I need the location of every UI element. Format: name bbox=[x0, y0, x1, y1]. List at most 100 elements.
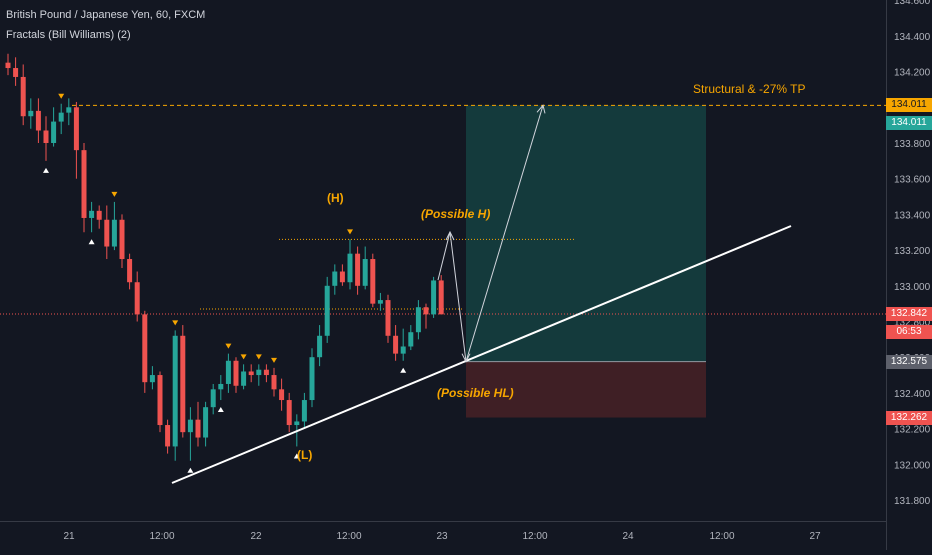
price-tick-label: 132.400 bbox=[894, 389, 931, 400]
price-tag: 134.011 bbox=[886, 116, 932, 131]
time-tick-label: 24 bbox=[622, 531, 634, 542]
candle-body bbox=[20, 76, 26, 117]
symbol-title: British Pound / Japanese Yen, 60, FXCM bbox=[6, 9, 206, 21]
candle-body bbox=[180, 335, 186, 433]
candle-body bbox=[5, 62, 11, 69]
price-tag: 134.011 bbox=[886, 98, 932, 113]
candle-body bbox=[28, 110, 34, 117]
candle-body bbox=[393, 335, 399, 354]
candle-body bbox=[104, 219, 110, 247]
candle-body bbox=[172, 335, 178, 447]
possible-hl-label: (Possible HL) bbox=[437, 386, 514, 400]
candle-body bbox=[157, 375, 163, 426]
candle-body bbox=[256, 369, 262, 376]
candle-body bbox=[301, 400, 307, 422]
price-tick-label: 133.000 bbox=[894, 282, 931, 293]
fractal-up-marker bbox=[255, 354, 262, 360]
candle-body bbox=[187, 419, 193, 433]
fractal-up-marker bbox=[271, 357, 277, 363]
candle-body bbox=[51, 121, 57, 143]
candle-body bbox=[385, 300, 391, 336]
target-zone bbox=[466, 105, 706, 362]
candle-body bbox=[370, 259, 376, 304]
price-tick-label: 133.200 bbox=[894, 246, 931, 257]
candle-body bbox=[134, 282, 140, 315]
time-tick-label: 21 bbox=[63, 531, 75, 542]
candle-body bbox=[431, 280, 437, 315]
fractal-up-marker bbox=[111, 191, 118, 197]
price-tag: 06:53 bbox=[886, 324, 932, 339]
candle-body bbox=[35, 110, 41, 131]
fractal-down-marker bbox=[217, 407, 224, 413]
fractal-up-marker bbox=[58, 93, 65, 99]
candle-body bbox=[438, 280, 444, 315]
time-tick-label: 12:00 bbox=[336, 531, 361, 542]
candle-body bbox=[233, 360, 239, 386]
candle-body bbox=[203, 407, 209, 438]
price-tag: 132.575 bbox=[886, 354, 932, 369]
time-tick-label: 22 bbox=[250, 531, 262, 542]
candle-body bbox=[149, 375, 155, 383]
candle-body bbox=[332, 271, 338, 286]
candle-body bbox=[195, 419, 201, 438]
candle-body bbox=[13, 68, 19, 77]
time-tick-label: 27 bbox=[809, 531, 821, 542]
price-tick-label: 133.800 bbox=[894, 139, 931, 150]
indicator-title: Fractals (Bill Williams) (2) bbox=[6, 29, 131, 41]
candle-body bbox=[248, 371, 254, 376]
price-tick-label: 134.200 bbox=[894, 68, 931, 79]
candle-body bbox=[400, 346, 406, 354]
price-tag: 132.262 bbox=[886, 410, 932, 425]
candle-body bbox=[279, 389, 285, 401]
candle-body bbox=[408, 332, 414, 347]
candle-body bbox=[339, 271, 345, 283]
candle-body bbox=[81, 150, 87, 218]
fractal-down-marker bbox=[187, 467, 194, 473]
candle-body bbox=[165, 425, 171, 447]
candle-body bbox=[294, 421, 300, 426]
candle-body bbox=[210, 389, 216, 408]
candle-body bbox=[355, 253, 361, 286]
trend-line bbox=[171, 225, 792, 484]
candle-body bbox=[362, 259, 368, 286]
candle-body bbox=[218, 383, 224, 390]
fractal-down-marker bbox=[400, 367, 407, 373]
fractal-up-marker bbox=[225, 343, 232, 349]
candle-body bbox=[66, 107, 72, 113]
price-tick-label: 132.200 bbox=[894, 425, 931, 436]
candle-body bbox=[324, 285, 330, 336]
candle-body bbox=[241, 371, 247, 386]
possible-h-label: (Possible H) bbox=[421, 207, 490, 221]
fractal-down-marker bbox=[88, 239, 95, 245]
candle-body bbox=[111, 219, 117, 247]
candle-body bbox=[271, 375, 277, 390]
candle-body bbox=[43, 130, 49, 143]
stop-zone bbox=[466, 361, 706, 418]
fractal-down-marker bbox=[43, 167, 49, 173]
candle-body bbox=[263, 369, 269, 376]
time-tick-label: 23 bbox=[436, 531, 448, 542]
fractal-up-marker bbox=[172, 320, 179, 326]
candle-body bbox=[89, 210, 95, 218]
projection-arrowhead bbox=[536, 104, 546, 114]
candle-body bbox=[58, 112, 64, 122]
time-tick-label: 12:00 bbox=[709, 531, 734, 542]
price-tick-label: 132.800 bbox=[894, 318, 931, 329]
projection-path bbox=[437, 105, 544, 362]
candle-body bbox=[423, 307, 429, 315]
candle-body bbox=[225, 360, 231, 384]
candle-body bbox=[73, 107, 79, 151]
fractal-up-marker bbox=[347, 229, 353, 235]
projection-arrowhead bbox=[445, 230, 455, 241]
fractal-up-marker bbox=[240, 354, 247, 360]
price-tick-label: 133.600 bbox=[894, 175, 931, 186]
price-tick-label: 131.800 bbox=[894, 496, 931, 507]
candle-body bbox=[377, 300, 383, 304]
candle-body bbox=[127, 259, 133, 283]
fractal-down-marker bbox=[293, 453, 300, 459]
candle-body bbox=[119, 219, 125, 260]
time-tick-label: 12:00 bbox=[522, 531, 547, 542]
candle-body bbox=[286, 400, 292, 426]
